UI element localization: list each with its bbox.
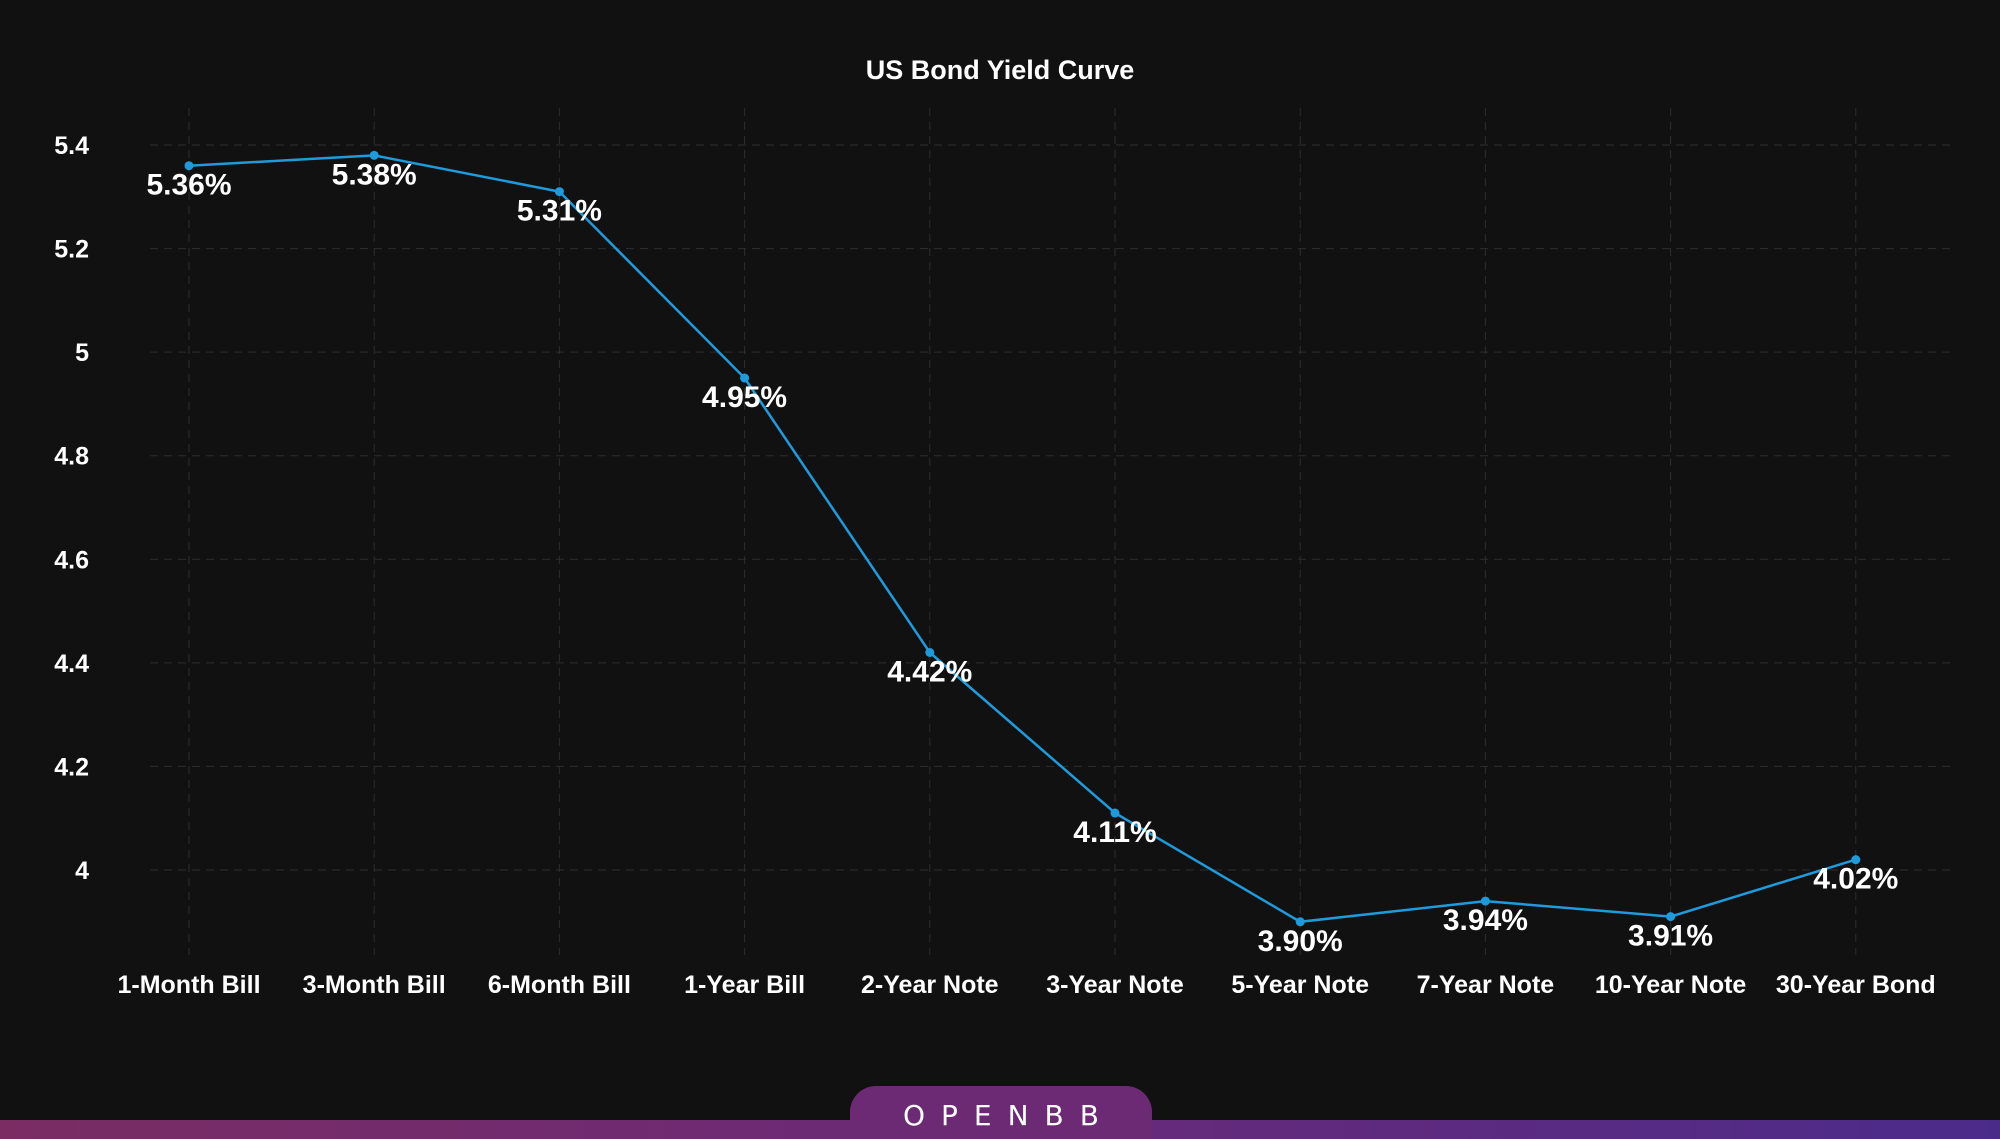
data-point bbox=[1666, 912, 1676, 922]
yield-series bbox=[188, 154, 1857, 924]
data-label: 5.36% bbox=[146, 169, 231, 202]
data-point bbox=[184, 161, 194, 171]
data-label: 3.94% bbox=[1443, 904, 1528, 937]
data-label: 4.42% bbox=[887, 656, 972, 689]
y-tick-label: 4 bbox=[75, 857, 89, 885]
data-label: 4.02% bbox=[1813, 863, 1898, 896]
y-tick-label: 4.2 bbox=[54, 753, 89, 781]
data-point bbox=[1110, 808, 1120, 818]
data-point bbox=[1851, 855, 1861, 865]
data-point bbox=[925, 648, 935, 657]
chart-title: US Bond Yield Curve bbox=[866, 55, 1135, 85]
x-tick-label: 1-Year Bill bbox=[684, 971, 805, 999]
x-tick-label: 30-Year Bond bbox=[1776, 971, 1936, 999]
data-label: 5.31% bbox=[517, 195, 602, 228]
y-tick-label: 5.2 bbox=[54, 236, 89, 264]
y-axis-ticks: 4 4.2 4.4 4.6 4.8 5 5.2 5.4 bbox=[54, 132, 89, 885]
data-label: 5.38% bbox=[332, 158, 417, 191]
openbb-logo: OPENBB bbox=[850, 1086, 1152, 1139]
data-point bbox=[369, 150, 379, 160]
x-tick-label: 7-Year Note bbox=[1417, 971, 1555, 999]
y-tick-label: 4.4 bbox=[54, 650, 89, 678]
data-point bbox=[554, 187, 564, 197]
data-label: 4.95% bbox=[702, 381, 787, 414]
y-tick-label: 5.4 bbox=[54, 132, 89, 160]
x-tick-label: 3-Month Bill bbox=[303, 971, 446, 999]
data-labels: 5.36% 5.38% 5.31% 4.95% 4.42% 4.11% 3.90% 3.94%… bbox=[146, 158, 1898, 957]
x-tick-label: 10-Year Note bbox=[1595, 971, 1747, 999]
data-point bbox=[1295, 917, 1305, 927]
x-tick-label: 3-Year Note bbox=[1046, 971, 1184, 999]
data-label: 4.11% bbox=[1073, 816, 1156, 849]
openbb-logo-text: OPENBB bbox=[903, 1099, 1115, 1132]
x-tick-label: 1-Month Bill bbox=[117, 971, 260, 999]
y-tick-label: 4.8 bbox=[54, 443, 89, 471]
y-gridlines bbox=[150, 144, 1950, 871]
x-gridlines bbox=[188, 108, 1857, 955]
y-tick-label: 4.6 bbox=[54, 546, 89, 574]
data-points bbox=[184, 150, 1861, 927]
data-point bbox=[740, 373, 750, 383]
x-tick-label: 5-Year Note bbox=[1231, 971, 1369, 999]
data-label: 3.91% bbox=[1628, 920, 1713, 953]
x-axis-ticks: 1-Month Bill 3-Month Bill 6-Month Bill 1-Ye… bbox=[117, 971, 1935, 999]
y-tick-label: 5 bbox=[75, 339, 89, 367]
series-line bbox=[188, 154, 1857, 924]
data-label: 3.90% bbox=[1258, 925, 1343, 958]
x-tick-label: 2-Year Note bbox=[861, 971, 999, 999]
data-point bbox=[1480, 896, 1490, 906]
x-tick-label: 6-Month Bill bbox=[488, 971, 631, 999]
